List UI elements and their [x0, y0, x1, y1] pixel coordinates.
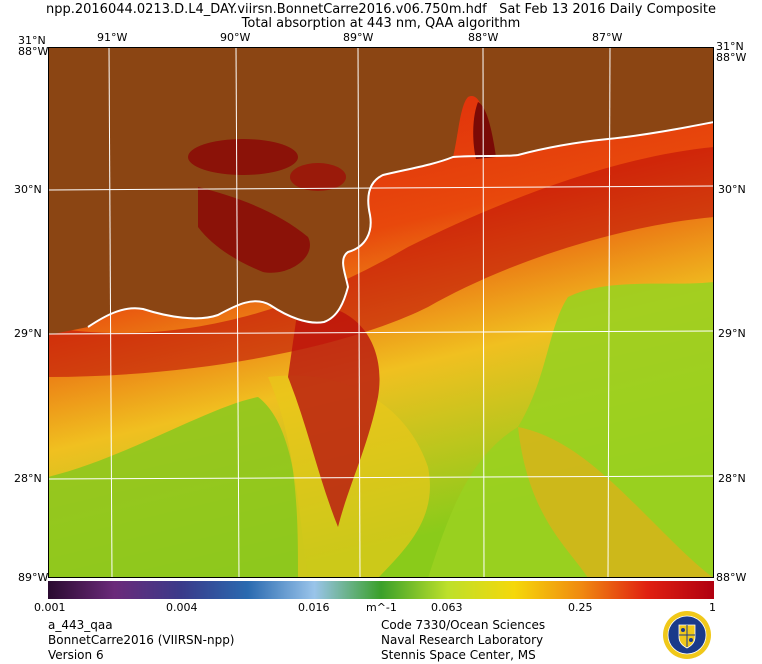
footer-location: Stennis Space Center, MS [381, 648, 536, 662]
mobile-bay [473, 102, 496, 159]
map-frame [48, 47, 714, 578]
footer-dataset: BonnetCarre2016 (VIIRSN-npp) [48, 633, 235, 647]
lat-tick-28n-left: 28°N [14, 472, 42, 485]
colorbar-label-2: 0.004 [166, 601, 198, 614]
colorbar-label-5: 0.25 [568, 601, 593, 614]
footer-version: Version 6 [48, 648, 104, 662]
offshore-green-east [428, 282, 714, 578]
coastal-marsh [198, 187, 310, 273]
corner-top-right-lon: 88°W [716, 51, 747, 64]
corner-bottom-left: 89°W [18, 571, 49, 584]
lat-tick-29n-left: 29°N [14, 327, 42, 340]
lon-tick-89w-top: 89°W [343, 31, 374, 44]
offshore-green-west [48, 397, 308, 578]
colorbar-unit: m^-1 [366, 601, 397, 614]
footer-product-name: a_443_qaa [48, 618, 113, 632]
corner-top-left-lon: 88°W [18, 45, 49, 58]
product-title: Total absorption at 443 nm, QAA algorith… [241, 16, 521, 31]
lake-pontchartrain [188, 139, 298, 175]
lat-tick-28n-right: 28°N [718, 472, 746, 485]
lon-tick-87w-top: 87°W [592, 31, 623, 44]
graticule [48, 47, 714, 578]
lake-borgne [290, 163, 346, 191]
date-text: Sat Feb 13 2016 Daily Composite [499, 2, 717, 17]
colorbar-label-min: 0.001 [34, 601, 66, 614]
river-plume [288, 305, 380, 527]
map-panel [48, 47, 714, 578]
lon-tick-90w-top: 90°W [220, 31, 251, 44]
lat-tick-30n-left: 30°N [14, 183, 42, 196]
colorbar-label-4: 0.063 [431, 601, 463, 614]
filename-text: npp.2016044.0213.D.L4_DAY.viirsn.BonnetC… [45, 2, 487, 17]
footer-lab: Naval Research Laboratory [381, 633, 544, 647]
lon-tick-88w-top: 88°W [468, 31, 499, 44]
coastal-red-band [48, 147, 714, 377]
nrl-seal-logo [663, 611, 711, 659]
corner-bottom-right: 88°W [716, 571, 747, 584]
corner-top-left-lat: 31°N [18, 34, 46, 47]
lat-tick-30n-right: 30°N [718, 183, 746, 196]
footer-code: Code 7330/Ocean Sciences [381, 618, 546, 632]
lat-tick-29n-right: 29°N [718, 327, 746, 340]
header-line-1: npp.2016044.0213.D.L4_DAY.viirsn.BonnetC… [0, 2, 762, 18]
land-mass [48, 47, 714, 335]
corner-top-right-lat: 31°N [716, 40, 744, 53]
colorbar-label-3: 0.016 [298, 601, 330, 614]
colorbar [48, 581, 714, 599]
lon-tick-91w-top: 91°W [97, 31, 128, 44]
transition-yellow-east [518, 427, 714, 578]
coastline [87, 121, 714, 328]
colorbar-label-max: 1 [709, 601, 716, 614]
